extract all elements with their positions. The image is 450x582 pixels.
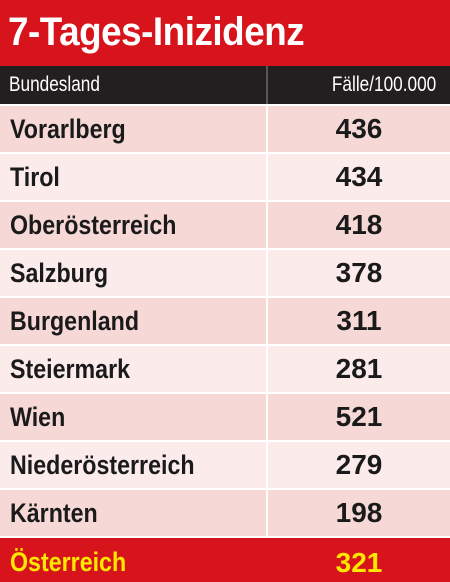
row-divider	[266, 106, 268, 152]
row-divider	[266, 394, 268, 440]
column-header-bundesland: Bundesland	[9, 73, 100, 96]
row-bundesland: Tirol	[10, 162, 60, 192]
table-row: Salzburg 378	[0, 250, 450, 298]
total-row: Österreich 321	[0, 538, 450, 582]
row-value: 198	[335, 497, 383, 528]
row-bundesland: Burgenland	[10, 306, 140, 336]
row-divider	[266, 490, 268, 536]
row-bundesland: Steiermark	[10, 354, 131, 384]
row-divider	[266, 154, 268, 200]
row-value: 521	[335, 401, 383, 432]
table-row: Kärnten 198	[0, 490, 450, 538]
table-row: Burgenland 311	[0, 298, 450, 346]
row-value: 311	[336, 305, 382, 336]
table-row: Steiermark 281	[0, 346, 450, 394]
row-value: 418	[335, 209, 383, 240]
table-body: Vorarlberg 436 Tirol 434 Oberösterreich 418 Sa…	[0, 106, 450, 582]
row-divider	[266, 298, 268, 344]
table-header: Bundesland Fälle/100.000	[0, 66, 450, 104]
row-bundesland: Wien	[10, 402, 66, 432]
header-divider	[266, 66, 268, 104]
row-divider	[266, 442, 268, 488]
column-header-faelle: Fälle/100.000	[331, 73, 436, 96]
table-row: Tirol 434	[0, 154, 450, 202]
total-label: Österreich	[10, 547, 127, 577]
table-row: Niederösterreich 279	[0, 442, 450, 490]
row-value: 378	[335, 257, 383, 288]
chart-title: 7-Tages-Inizidenz	[8, 10, 305, 54]
row-value: 281	[335, 353, 383, 384]
row-bundesland: Oberösterreich	[10, 210, 177, 240]
row-divider	[266, 346, 268, 392]
total-value: 321	[335, 547, 383, 578]
row-bundesland: Salzburg	[10, 258, 109, 288]
row-bundesland: Vorarlberg	[10, 114, 126, 144]
row-bundesland: Niederösterreich	[10, 450, 195, 480]
row-divider	[266, 250, 268, 296]
row-value: 434	[335, 161, 383, 192]
row-value: 279	[335, 449, 383, 480]
table-row: Vorarlberg 436	[0, 106, 450, 154]
row-divider	[266, 202, 268, 248]
row-value: 436	[335, 113, 383, 144]
title-bar: 7-Tages-Inizidenz	[0, 0, 450, 66]
table-row: Oberösterreich 418	[0, 202, 450, 250]
row-bundesland: Kärnten	[10, 498, 98, 528]
table-row: Wien 521	[0, 394, 450, 442]
